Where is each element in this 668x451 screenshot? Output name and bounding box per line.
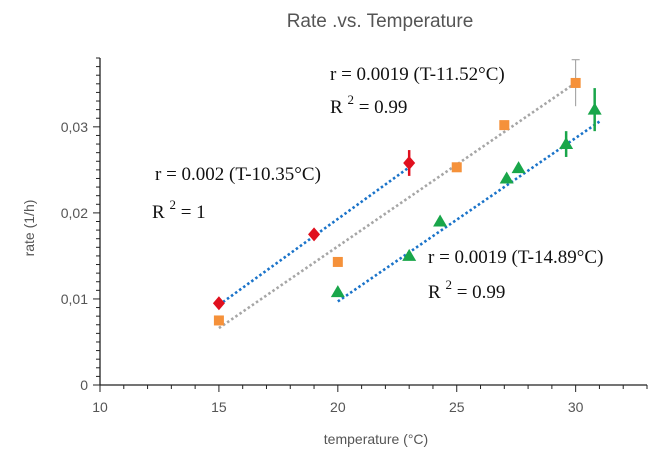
series-1-r2-value: = 1 [181, 202, 206, 223]
data-point-diamond [403, 155, 416, 170]
trendlines [218, 81, 601, 330]
data-point-triangle [433, 214, 448, 227]
data-point-triangle [511, 161, 526, 174]
data-point-triangle [330, 285, 345, 298]
x-axis-ticks: 10 15 20 25 30 [92, 385, 648, 415]
y-axis-ticks: 0 0,01 0,02 0,03 [61, 57, 100, 393]
series-1-r2: R 2 = 1 [152, 193, 206, 223]
series-3-r2: R 2 = 0.99 [428, 273, 505, 303]
series-3-r2-sup: 2 [445, 277, 452, 292]
data-point-triangle [499, 171, 514, 184]
y-axis-label: rate (1/h) [21, 200, 37, 257]
series-2-r2-value: = 0.99 [359, 97, 408, 118]
series-2-r2-sup: 2 [347, 92, 354, 107]
y-tick-label: 0 [80, 377, 88, 393]
data-point-triangle [402, 248, 417, 261]
data-point-square [451, 162, 462, 173]
series-2-r2-prefix: R [330, 97, 343, 118]
x-tick-label: 10 [92, 399, 108, 415]
x-tick-label: 25 [449, 399, 465, 415]
data-points [212, 77, 602, 326]
data-point-triangle [559, 137, 574, 150]
series-2-equation: r = 0.0019 (T-11.52°C) [330, 64, 505, 85]
data-point-diamond [212, 296, 225, 311]
trendline-series-2 [218, 81, 577, 330]
series-1-r2-sup: 2 [169, 197, 176, 212]
chart-title: Rate .vs. Temperature [287, 11, 474, 32]
series-1-r2-prefix: R [152, 202, 165, 223]
series-2-r2: R 2 = 0.99 [330, 88, 407, 118]
x-tick-label: 20 [330, 399, 346, 415]
data-point-square [570, 77, 581, 88]
series-1-equation: r = 0.002 (T-10.35°C) [155, 164, 321, 185]
y-tick-label: 0,01 [61, 291, 88, 307]
y-tick-label: 0,02 [61, 205, 88, 221]
series-3-r2-value: = 0.99 [457, 282, 506, 303]
data-point-square [332, 256, 343, 267]
series-3-r2-prefix: R [428, 282, 441, 303]
data-point-square [499, 120, 510, 131]
x-axis-label: temperature (°C) [324, 431, 428, 447]
x-tick-label: 30 [568, 399, 584, 415]
y-tick-label: 0,03 [61, 119, 88, 135]
x-tick-label: 15 [211, 399, 227, 415]
data-point-square [213, 315, 224, 326]
series-3-equation: r = 0.0019 (T-14.89°C) [428, 247, 603, 268]
data-point-diamond [308, 227, 321, 242]
data-point-triangle [587, 102, 602, 115]
